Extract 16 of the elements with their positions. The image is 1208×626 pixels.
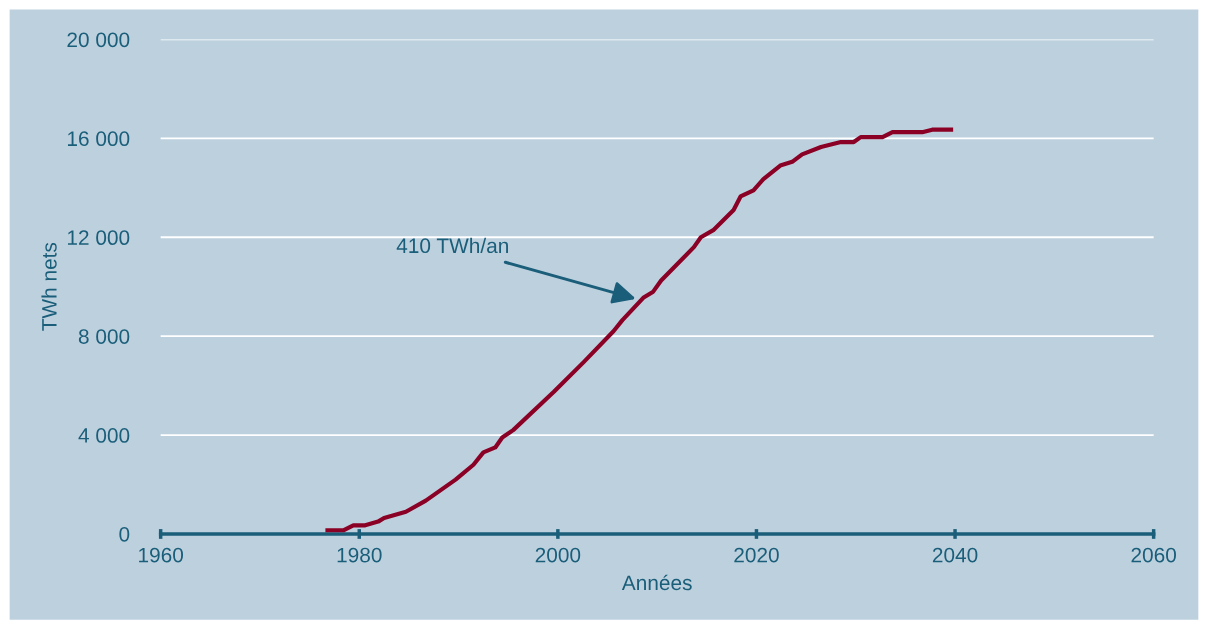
x-tick-label: 1960 xyxy=(139,547,184,563)
annotation: 410 TWh/an xyxy=(396,237,508,254)
y-axis-title: TWh nets xyxy=(41,242,57,331)
y-tick-label: 20 000 xyxy=(67,32,130,48)
y-tick-label: 4 000 xyxy=(78,428,130,443)
line-series xyxy=(325,127,954,533)
x-tick-label: 2000 xyxy=(535,547,581,563)
y-tick-label: 12 000 xyxy=(67,230,130,246)
x-tick-label: 2040 xyxy=(932,547,978,563)
y-tick-label: 0 xyxy=(119,526,130,542)
x-axis-title: Années xyxy=(621,574,692,591)
x-tick-label: 2020 xyxy=(734,547,779,563)
x-tick-label: 1980 xyxy=(337,547,382,563)
y-tick-label: 16 000 xyxy=(67,131,130,147)
x-tick-label: 2060 xyxy=(1131,547,1176,563)
y-tick-label: 8 000 xyxy=(78,329,130,344)
